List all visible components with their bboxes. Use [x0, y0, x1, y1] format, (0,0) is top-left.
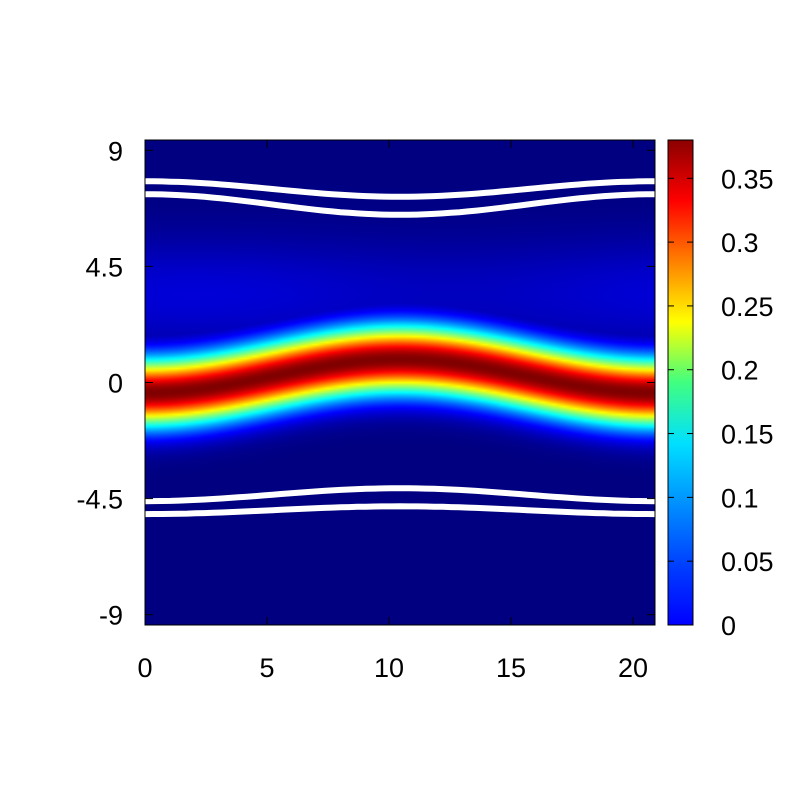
colorbar-tick-label: 0.1 — [721, 483, 759, 513]
colorbar-tick-label: 0 — [721, 611, 736, 641]
y-tick-label: -4.5 — [76, 485, 123, 515]
colorbar-tick-label: 0.2 — [721, 356, 759, 386]
colorbar-tick-label: 0.25 — [721, 292, 774, 322]
x-tick-label: 0 — [137, 653, 152, 683]
white-contour-4 — [145, 503, 655, 518]
y-tick-label: 0 — [108, 369, 123, 399]
colorbar-tick-label: 0.05 — [721, 547, 774, 577]
colorbar-tick-label: 0.15 — [721, 420, 774, 450]
x-tick-label: 10 — [374, 653, 404, 683]
white-contour-3 — [145, 485, 655, 505]
x-tick-label: 15 — [496, 653, 526, 683]
colorbar-ticks: 0 0.05 0.1 0.15 0.2 0.25 0.3 0.35 — [668, 164, 774, 641]
y-tick-label: 9 — [108, 136, 123, 166]
colorbar-tick-label: 0.35 — [721, 164, 774, 194]
heatmap-field — [145, 140, 655, 625]
y-tick-label: 4.5 — [85, 252, 123, 282]
x-axis: 0 5 10 15 20 — [137, 140, 648, 683]
plot-area: 0 5 10 15 20 9 4.5 0 -4.5 -9 — [76, 136, 656, 683]
y-axis: 9 4.5 0 -4.5 -9 — [76, 136, 655, 631]
white-contour-2 — [145, 191, 655, 218]
contour-lines — [145, 178, 655, 518]
x-tick-label: 20 — [618, 653, 648, 683]
y-tick-label: -9 — [99, 601, 123, 631]
colorbar-tick-label: 0.3 — [721, 228, 759, 258]
colorbar: 0 0.05 0.1 0.15 0.2 0.25 0.3 0.35 — [667, 139, 774, 641]
white-contour-1 — [145, 178, 655, 200]
x-tick-label: 5 — [259, 653, 274, 683]
colorbar-gradient — [667, 139, 694, 626]
